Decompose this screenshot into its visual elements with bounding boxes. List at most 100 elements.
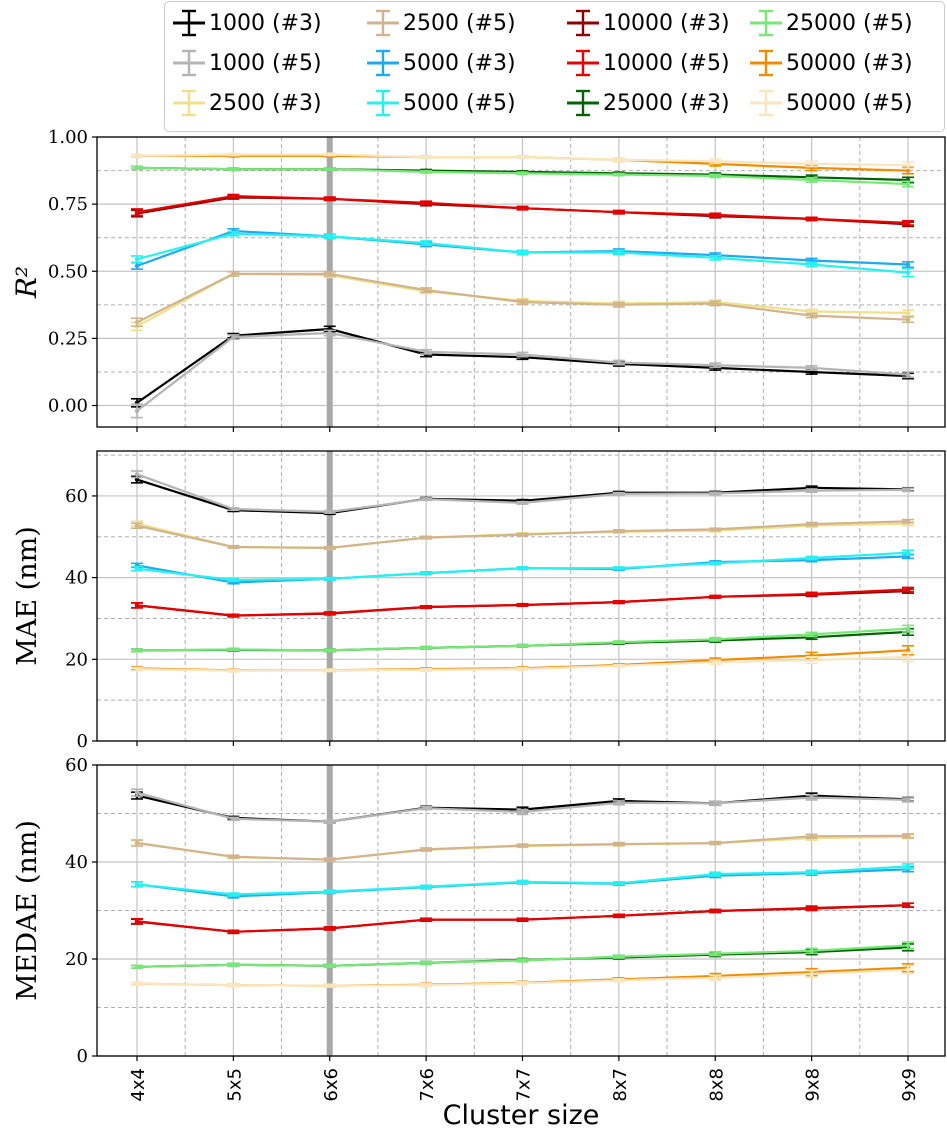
- legend-item-1000-3: 1000 (#3): [171, 8, 322, 38]
- series-50000-3-point: [905, 168, 911, 173]
- legend-item-2500-3: 2500 (#3): [171, 88, 322, 118]
- series-5000-5-point: [520, 566, 525, 571]
- x-tick-label: 7x6: [417, 1068, 438, 1102]
- series-2500-5-point: [134, 840, 140, 846]
- series-1000-5-point: [327, 509, 332, 515]
- legend-errorbar-icon: [748, 8, 784, 38]
- series-50000-5-point: [134, 666, 140, 672]
- series-1000-5-point: [134, 790, 140, 795]
- series-1000-5-point: [616, 360, 622, 365]
- legend-errorbar-icon: [565, 48, 601, 78]
- series-50000-5-point: [713, 158, 718, 164]
- series-10000-5-point: [809, 591, 814, 597]
- series-10000-5-point: [134, 209, 140, 215]
- y-tick-label: 0: [77, 731, 88, 752]
- series-1000-5-point: [134, 472, 140, 477]
- series-25000-5-point: [616, 954, 622, 959]
- series-1000-5-point: [713, 363, 718, 368]
- series-1000-5-point: [134, 408, 140, 414]
- panel-medae: 0 20 40 60 MEDAE (nm): [12, 755, 946, 1067]
- series-25000-5-point: [713, 637, 718, 642]
- series-10000-5-point: [905, 902, 911, 908]
- y-axis-title: MEDAE (nm): [12, 820, 43, 1001]
- series-10000-5-point: [616, 209, 622, 215]
- series-50000-5-point: [809, 161, 814, 167]
- series-1000-5-point: [713, 491, 718, 496]
- series-10000-5-point: [616, 599, 622, 605]
- series-50000-5-point: [713, 975, 718, 981]
- series-25000-5-point: [809, 177, 814, 183]
- series-2500-5-point: [809, 521, 814, 527]
- legend-errorbar-icon: [365, 88, 401, 118]
- series-25000-5-point: [713, 173, 718, 179]
- series-50000-5-point: [905, 967, 911, 972]
- series-5000-5-point: [423, 240, 429, 246]
- series-2500-5-point: [713, 840, 718, 846]
- legend-item-5000-3: 5000 (#3): [365, 48, 516, 78]
- series-2500-5-point: [809, 834, 814, 839]
- series-group: [131, 470, 914, 673]
- series-1000-5-point: [713, 801, 718, 806]
- panel-frame: [96, 450, 946, 742]
- series-25000-5-point: [327, 648, 332, 653]
- series-2500-5-point: [423, 287, 429, 293]
- series-25000-5-point: [134, 964, 140, 969]
- series-5000-5-point: [713, 561, 718, 566]
- x-tick-label: 4x4: [128, 1068, 149, 1102]
- series-50000-5-point: [423, 982, 429, 988]
- series-50000-3-point: [905, 648, 911, 653]
- legend-label: 50000 (#5): [786, 90, 913, 116]
- series-25000-5-point: [905, 181, 911, 187]
- series-25000-5-point: [520, 643, 525, 649]
- legend-item-10000-3: 10000 (#3): [565, 8, 730, 38]
- series-25000-5-point: [423, 169, 429, 175]
- legend-label: 1000 (#3): [209, 10, 322, 36]
- series-50000-5-point: [423, 667, 429, 673]
- chart-legend: 1000 (#3) 1000 (#5) 2500 (#3) 2500 (#5) 5000…: [164, 1, 945, 132]
- series-2500-5-point: [231, 854, 236, 859]
- series-25000-5-point: [327, 167, 332, 172]
- series-1000-5-point: [905, 372, 911, 377]
- series-25000-5-point: [327, 963, 332, 968]
- series-50000-5-point: [713, 659, 718, 665]
- series-5000-5-point: [905, 864, 911, 869]
- series-50000-5-point: [809, 971, 814, 977]
- series-50000-5-point: [327, 152, 332, 157]
- legend-item-5000-5: 5000 (#5): [365, 88, 516, 118]
- series-10000-5-point: [423, 604, 429, 610]
- series-5000-5-point: [905, 270, 911, 275]
- series-1000-5-point: [520, 500, 525, 506]
- legend-item-2500-5: 2500 (#5): [365, 8, 516, 38]
- y-tick-label: 40: [65, 568, 88, 589]
- series-10000-5-point: [520, 602, 525, 608]
- series-5000-5-point: [520, 879, 525, 885]
- legend-label: 25000 (#3): [603, 90, 730, 116]
- series-2500-5-point: [713, 527, 718, 532]
- y-tick-label: 40: [65, 852, 88, 873]
- series-10000-5-point: [327, 196, 332, 201]
- series-2500-5-point: [520, 532, 525, 537]
- series-1000-5-point: [423, 349, 429, 355]
- series-10000-5-point: [713, 594, 718, 600]
- series-25000-5-point: [713, 951, 718, 956]
- series-10000-5-point: [231, 193, 236, 199]
- series-group: [131, 152, 914, 419]
- legend-errorbar-icon: [748, 88, 784, 118]
- panel-frame: [96, 136, 946, 428]
- series-5000-5-point: [423, 884, 429, 889]
- series-5000-5-point: [713, 871, 718, 877]
- legend-label: 10000 (#3): [603, 10, 730, 36]
- series-25000-5-point: [231, 167, 236, 172]
- y-tick-label: 0.25: [48, 328, 88, 349]
- series-2500-5-point: [327, 857, 332, 862]
- series-1000-3-point: [134, 477, 140, 482]
- series-5000-3-point: [905, 262, 911, 267]
- series-2500-5-point: [327, 545, 332, 551]
- series-5000-5-point: [616, 250, 622, 255]
- series-50000-5-point: [905, 162, 911, 168]
- series-25000-5-point: [809, 632, 814, 637]
- series-5000-5-point: [520, 250, 525, 255]
- series-10000-5-point: [809, 216, 814, 222]
- series-10000-5-point: [134, 603, 140, 608]
- series-25000-5-point: [231, 962, 236, 968]
